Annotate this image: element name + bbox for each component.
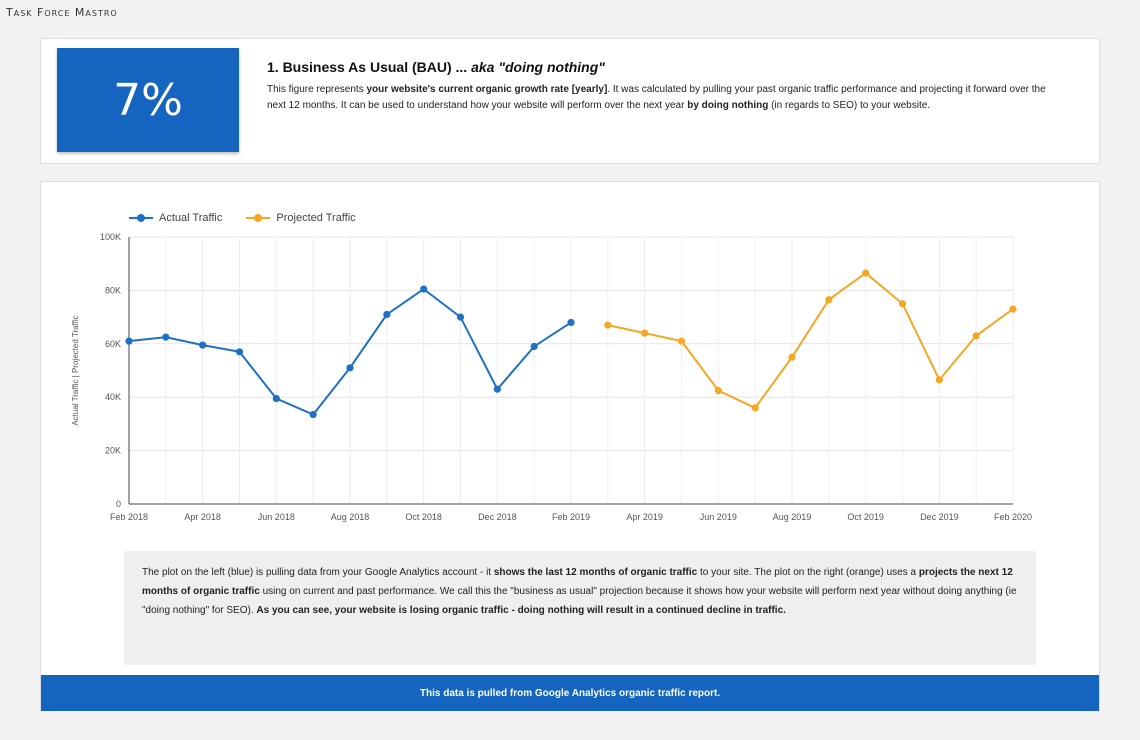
x-tick-label: Dec 2019	[920, 512, 959, 522]
kpi-title-italic: aka "doing nothing"	[471, 59, 605, 75]
y-axis-title: Actual Traffic | Projected Traffic	[71, 315, 80, 425]
actual-data-point	[456, 313, 465, 321]
kpi-desc-text: This figure represents	[267, 84, 367, 95]
kpi-desc-text: . It was calculated by pulling your past…	[267, 84, 1046, 111]
x-tick-label: Apr 2019	[626, 512, 663, 522]
projected-data-point	[1009, 305, 1017, 313]
x-tick-label: Aug 2018	[331, 512, 370, 522]
kpi-card: 7% 1. Business As Usual (BAU) ... aka "d…	[40, 38, 1100, 164]
x-tick-label: Apr 2018	[184, 512, 221, 522]
note-text: using on current and past performance. W…	[142, 586, 1017, 616]
actual-data-point	[493, 385, 501, 393]
y-tick-label: 80K	[105, 285, 121, 295]
actual-data-point	[530, 342, 538, 351]
actual-data-point	[125, 337, 133, 345]
actual-data-point	[199, 341, 207, 349]
note-bold: shows the last 12 months of organic traf…	[493, 567, 698, 578]
x-tick-label: Jun 2018	[258, 512, 295, 522]
x-tick-label: Oct 2019	[847, 512, 884, 522]
y-tick-label: 100K	[100, 232, 121, 242]
kpi-desc-bold: by doing nothing	[687, 100, 769, 111]
projected-data-point	[825, 296, 833, 304]
x-tick-label: Oct 2018	[405, 512, 442, 522]
legend-projected-label: Projected Traffic	[276, 212, 356, 224]
brand-name: Task Force Mastro	[6, 6, 118, 19]
chart-card: Actual Traffic Projected Traffic 0 20K 40K…	[40, 181, 1100, 711]
projected-data-point	[641, 329, 649, 337]
traffic-line-chart: 0 20K 40K 60K 80K 100K Feb 2018 Apr 2018 Jun 201…	[71, 232, 1032, 522]
actual-data-point	[272, 394, 280, 403]
kpi-title: 1. Business As Usual (BAU) ... aka "doin…	[267, 59, 605, 75]
projected-data-point	[898, 300, 907, 308]
note-bold: As you can see, your website is losing o…	[256, 605, 786, 616]
x-tick-label: Aug 2019	[773, 512, 812, 522]
y-tick-label: 40K	[105, 392, 121, 402]
note-text: to your site. The plot on the right (ora…	[697, 567, 919, 578]
note-text: The plot on the left (blue) is pulling d…	[142, 567, 494, 578]
actual-data-point	[420, 285, 428, 293]
chart-legend: Actual Traffic Projected Traffic	[129, 212, 356, 224]
note-bold: projects the next 12 months of organic t…	[142, 567, 1013, 597]
projected-data-point	[935, 376, 943, 384]
actual-data-point	[567, 318, 575, 327]
projected-data-point	[788, 353, 796, 361]
projected-data-point	[751, 404, 759, 412]
projected-data-point	[714, 386, 722, 395]
projected-data-point	[604, 321, 612, 329]
x-tick-label: Dec 2018	[478, 512, 517, 522]
kpi-title-prefix: 1. Business As Usual (BAU) ...	[267, 59, 472, 75]
legend-actual[interactable]: Actual Traffic	[129, 212, 222, 224]
y-tick-label: 60K	[105, 339, 121, 349]
x-tick-label: Feb 2019	[552, 512, 590, 522]
projected-data-point	[862, 269, 870, 277]
kpi-desc-bold: your website's current organic growth ra…	[366, 84, 608, 95]
kpi-desc-text: (in regards to SEO) to your website.	[768, 100, 931, 111]
kpi-description: This figure represents your website's cu…	[267, 82, 1067, 114]
actual-data-point	[235, 348, 244, 356]
actual-data-point	[162, 333, 170, 341]
actual-data-point	[309, 410, 317, 419]
chart-explanation: The plot on the left (blue) is pulling d…	[124, 551, 1036, 665]
y-tick-label: 0	[116, 499, 121, 509]
actual-data-point	[383, 310, 391, 319]
x-tick-label: Jun 2019	[700, 512, 737, 522]
projected-data-point	[972, 332, 980, 340]
legend-projected-marker	[246, 214, 271, 222]
x-tick-label: Feb 2020	[994, 512, 1032, 522]
x-tick-label: Feb 2018	[110, 512, 148, 522]
data-source-footer: This data is pulled from Google Analytic…	[41, 675, 1099, 711]
growth-rate-value: 7%	[57, 48, 239, 152]
legend-actual-marker	[129, 214, 153, 222]
projected-series-line	[607, 271, 1014, 410]
projected-data-point	[677, 337, 686, 345]
actual-data-point	[346, 364, 354, 372]
legend-projected[interactable]: Projected Traffic	[246, 212, 356, 224]
legend-actual-label: Actual Traffic	[159, 212, 223, 224]
y-tick-label: 20K	[105, 446, 121, 456]
